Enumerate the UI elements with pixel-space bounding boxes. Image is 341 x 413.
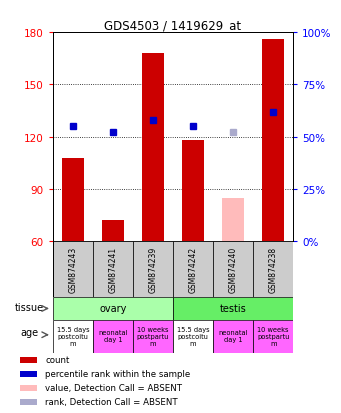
Bar — [133, 320, 173, 353]
Bar — [173, 297, 293, 320]
Text: testis: testis — [220, 304, 247, 314]
Text: percentile rank within the sample: percentile rank within the sample — [45, 370, 191, 378]
Bar — [173, 242, 213, 297]
Bar — [93, 242, 133, 297]
Bar — [93, 320, 133, 353]
Text: rank, Detection Call = ABSENT: rank, Detection Call = ABSENT — [45, 397, 178, 406]
Bar — [213, 320, 253, 353]
Bar — [102, 221, 124, 242]
Bar — [182, 141, 204, 242]
Bar — [213, 242, 253, 297]
Text: 10 weeks
postpartu
m: 10 weeks postpartu m — [257, 326, 290, 346]
Bar — [222, 198, 244, 242]
Text: GSM874241: GSM874241 — [108, 247, 117, 292]
Text: 15.5 days
postcoitu
m: 15.5 days postcoitu m — [177, 326, 209, 346]
Bar — [62, 158, 84, 242]
Text: GSM874240: GSM874240 — [229, 247, 238, 292]
Text: GSM874242: GSM874242 — [189, 247, 197, 292]
Bar — [253, 320, 293, 353]
Text: 15.5 days
postcoitu
m: 15.5 days postcoitu m — [57, 326, 89, 346]
Text: 10 weeks
postpartu
m: 10 weeks postpartu m — [137, 326, 169, 346]
Text: ovary: ovary — [99, 304, 127, 314]
Bar — [262, 40, 284, 242]
Bar — [53, 297, 173, 320]
Text: value, Detection Call = ABSENT: value, Detection Call = ABSENT — [45, 384, 182, 392]
Bar — [173, 320, 213, 353]
Text: GSM874239: GSM874239 — [149, 247, 158, 292]
Text: GSM874238: GSM874238 — [269, 247, 278, 292]
Text: age: age — [20, 328, 38, 337]
Bar — [253, 242, 293, 297]
Title: GDS4503 / 1419629_at: GDS4503 / 1419629_at — [104, 19, 242, 32]
Text: neonatal
day 1: neonatal day 1 — [218, 330, 248, 342]
Bar — [20, 399, 38, 405]
Bar — [142, 54, 164, 242]
Text: tissue: tissue — [15, 303, 44, 313]
Text: neonatal
day 1: neonatal day 1 — [98, 330, 128, 342]
Text: GSM874243: GSM874243 — [69, 247, 77, 292]
Bar — [133, 242, 173, 297]
Bar — [20, 357, 38, 363]
Bar — [53, 242, 93, 297]
Bar — [20, 371, 38, 377]
Bar — [53, 320, 93, 353]
Text: count: count — [45, 356, 70, 365]
Bar — [20, 385, 38, 391]
